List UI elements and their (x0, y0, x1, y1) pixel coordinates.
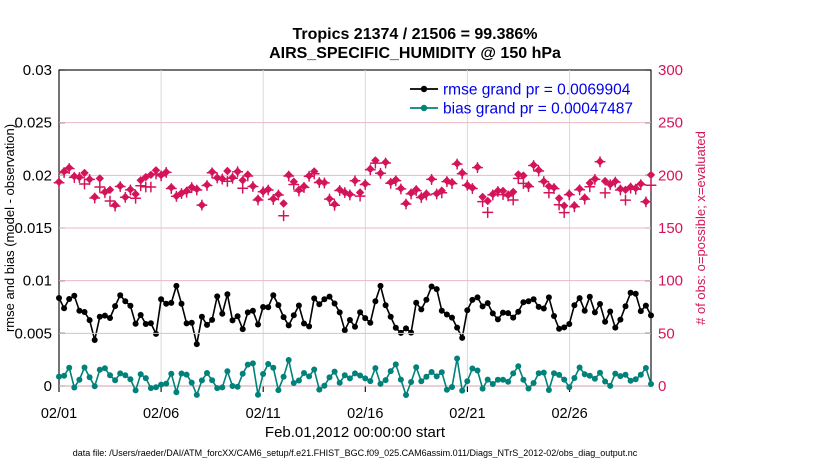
svg-text:100: 100 (658, 273, 683, 290)
svg-text:bias grand pr = 0.00047487: bias grand pr = 0.00047487 (443, 101, 633, 118)
svg-text:0: 0 (658, 378, 666, 395)
svg-text:rmse and bias (model - observa: rmse and bias (model - observation) (2, 124, 17, 332)
svg-text:02/11: 02/11 (246, 406, 281, 422)
svg-text:# of obs: o=possible; x=evalua: # of obs: o=possible; x=evaluated (693, 131, 708, 325)
svg-text:50: 50 (658, 325, 675, 342)
svg-text:02/26: 02/26 (551, 406, 587, 422)
svg-text:0.01: 0.01 (23, 273, 52, 290)
svg-text:rmse grand pr = 0.0069904: rmse grand pr = 0.0069904 (443, 82, 631, 99)
svg-text:02/01: 02/01 (41, 406, 77, 422)
svg-text:200: 200 (658, 167, 683, 184)
svg-text:250: 250 (658, 115, 683, 132)
svg-text:data file: /Users/raeder/DAI/A: data file: /Users/raeder/DAI/ATM_forcXX/… (73, 448, 638, 458)
svg-text:02/21: 02/21 (449, 406, 485, 422)
svg-text:300: 300 (658, 62, 683, 79)
svg-text:02/16: 02/16 (347, 406, 383, 422)
svg-text:0.02: 0.02 (23, 167, 52, 184)
svg-text:Tropics 21374 / 21506 = 99.386: Tropics 21374 / 21506 = 99.386% (292, 26, 537, 43)
svg-text:0: 0 (44, 378, 52, 395)
svg-text:02/06: 02/06 (143, 406, 179, 422)
svg-text:0.015: 0.015 (14, 220, 52, 237)
svg-text:AIRS_SPECIFIC_HUMIDITY @ 150 h: AIRS_SPECIFIC_HUMIDITY @ 150 hPa (269, 45, 561, 62)
svg-text:0.025: 0.025 (14, 115, 52, 132)
svg-text:0.005: 0.005 (14, 325, 52, 342)
svg-text:0.03: 0.03 (23, 62, 52, 79)
svg-text:150: 150 (658, 220, 683, 237)
svg-text:Feb.01,2012 00:00:00 start: Feb.01,2012 00:00:00 start (265, 424, 446, 441)
